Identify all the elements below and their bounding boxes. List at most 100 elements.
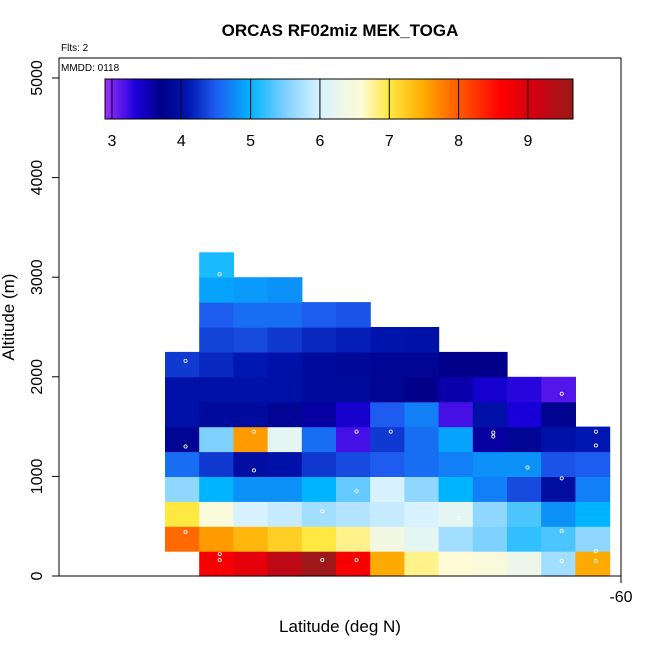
heatmap-cell <box>507 526 542 552</box>
heatmap-cell <box>233 501 269 527</box>
heatmap-cell <box>199 551 234 577</box>
sample-point <box>593 559 598 564</box>
heatmap-cell <box>438 376 474 403</box>
heatmap-cell <box>165 351 200 378</box>
sample-point <box>559 391 564 396</box>
heatmap-cell <box>541 401 576 428</box>
heatmap-cell <box>165 426 200 453</box>
heatmap-cell <box>301 351 337 378</box>
heatmap-cell <box>575 476 611 502</box>
sample-point <box>354 558 359 563</box>
colorbar-ticks: 3 4 5 6 7 8 9 <box>107 79 532 150</box>
colorbar-tick-label: 6 <box>315 133 324 150</box>
y-tick-label: 1000 <box>29 459 46 495</box>
date-note: MMDD: 0118 <box>61 63 120 74</box>
heatmap-cell <box>233 526 269 552</box>
heatmap-cell <box>199 302 234 328</box>
sample-point <box>525 465 530 470</box>
sample-point <box>183 358 188 363</box>
heatmap-cell <box>336 551 371 577</box>
heatmap-cell <box>438 501 474 527</box>
heatmap-cell <box>472 551 508 577</box>
colorbar-tick-label: 8 <box>454 133 463 150</box>
heatmap-cell <box>165 376 200 403</box>
heatmap-cell <box>267 302 303 328</box>
heatmap-cell <box>267 376 303 403</box>
flights-note: Flts: 2 <box>61 43 89 54</box>
x-tick-label: -60 <box>609 589 632 606</box>
sample-point <box>593 429 598 434</box>
heatmap-cell <box>336 376 371 403</box>
heatmap-cell <box>336 351 371 378</box>
heatmap-cell <box>404 551 440 577</box>
sample-point <box>217 558 222 563</box>
sample-point <box>559 476 564 481</box>
heatmap-cell <box>301 476 337 502</box>
heatmap-cell <box>233 551 269 577</box>
heatmap-cell <box>541 501 576 527</box>
heatmap-cell <box>370 526 405 552</box>
heatmap-cell <box>301 376 337 403</box>
heatmap-cell <box>199 252 234 278</box>
heatmap-cell <box>575 551 611 577</box>
heatmap-cell <box>438 476 474 502</box>
heatmap-cell <box>267 526 303 552</box>
heatmap-cell <box>404 351 440 378</box>
heatmap-cell <box>165 451 200 477</box>
heatmap-cell <box>507 551 542 577</box>
heatmap-cell <box>370 376 405 403</box>
sample-point <box>593 549 598 554</box>
colorbar-tick-label: 9 <box>523 133 532 150</box>
heatmap-cell <box>507 451 542 477</box>
heatmap-cell <box>165 401 200 428</box>
heatmap-cell <box>472 501 508 527</box>
sample-point <box>491 434 496 439</box>
heatmap-cell <box>404 401 440 428</box>
heatmap-cell <box>438 451 474 477</box>
heatmap-cell <box>438 551 474 577</box>
heatmap-cell <box>472 526 508 552</box>
heatmap-cell <box>370 327 405 353</box>
colorbar-tick-label: 7 <box>385 133 394 150</box>
heatmap-cell <box>301 327 337 353</box>
y-tick-label: 3000 <box>29 259 46 295</box>
colorbar-tick-label: 5 <box>246 133 255 150</box>
sample-point <box>217 552 222 557</box>
sample-point <box>217 272 222 277</box>
heatmap-cell <box>472 401 508 428</box>
heatmap-cell <box>267 277 303 303</box>
sample-point <box>559 529 564 534</box>
sample-point <box>320 558 325 563</box>
heatmap-cell <box>301 551 337 577</box>
heatmap-cell <box>233 451 269 477</box>
heatmap-cell <box>507 476 542 502</box>
heatmap-cell <box>301 526 337 552</box>
heatmap-cell <box>507 401 542 428</box>
heatmap-cell <box>472 476 508 502</box>
sample-point <box>354 429 359 434</box>
sample-point <box>183 530 188 535</box>
chart-title: ORCAS RF02miz MEK_TOGA <box>222 21 459 40</box>
heatmap-cell <box>267 551 303 577</box>
sample-point <box>593 443 598 448</box>
y-axis-label: Altitude (m) <box>0 274 18 361</box>
heatmap-cell <box>336 327 371 353</box>
heatmap-cell <box>267 501 303 527</box>
y-tick-label: 4000 <box>29 160 46 196</box>
heatmap-cell <box>336 302 371 328</box>
heatmap-cell <box>165 476 200 502</box>
sample-point <box>491 430 496 435</box>
heatmap-cell <box>301 451 337 477</box>
heatmap-cell <box>267 451 303 477</box>
heatmap-cell <box>301 501 337 527</box>
y-tick-label: 0 <box>29 571 46 580</box>
heatmap-cell <box>541 451 576 477</box>
heatmap-cell <box>438 351 474 378</box>
heatmap-cell <box>199 327 234 353</box>
heatmap-cell <box>233 302 269 328</box>
heatmap-cell <box>165 501 200 527</box>
heatmap-cell <box>404 376 440 403</box>
heatmap-cell <box>199 426 234 453</box>
heatmap-cell <box>301 401 337 428</box>
